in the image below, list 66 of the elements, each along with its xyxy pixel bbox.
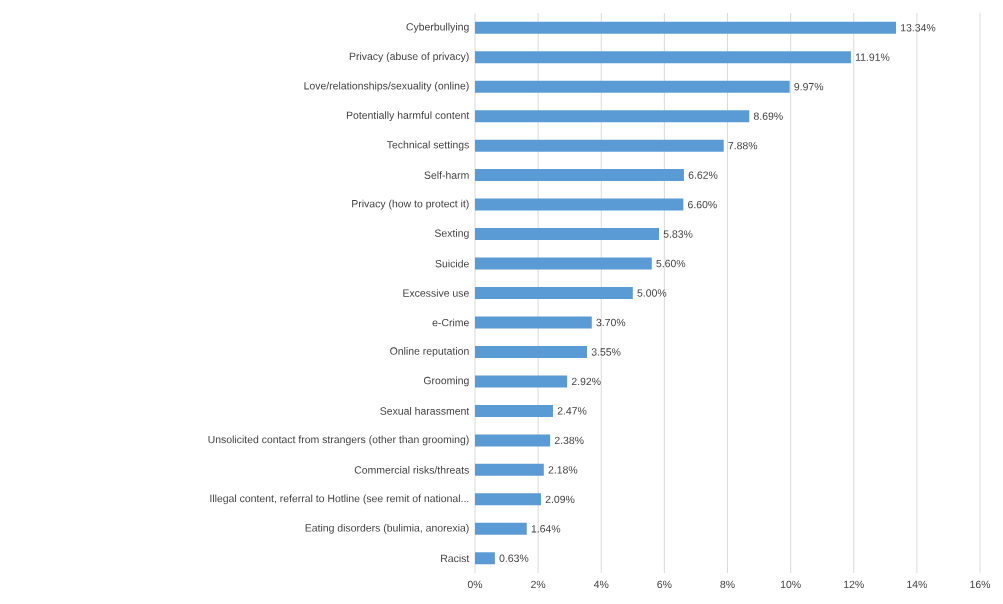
data-label: 1.64%: [531, 525, 561, 533]
data-label: 11.91%: [855, 53, 890, 61]
bar: [475, 345, 588, 358]
y-tick-label: Unsolicited contact from strangers (other than grooming): [208, 435, 469, 446]
x-tick-label: 8%: [720, 580, 735, 589]
y-tick-label: e-Crime: [432, 318, 469, 327]
data-label: 3.55%: [591, 348, 621, 356]
x-tick-label: 4%: [593, 580, 609, 589]
y-tick-label: Illegal content, referral to Hotline (see remit of national...: [210, 494, 469, 505]
y-tick-label: Sexting: [434, 229, 469, 239]
data-label: 2.18%: [548, 466, 578, 474]
y-tick-label: Privacy (how to protect it): [352, 199, 469, 210]
bar: [475, 169, 684, 182]
y-tick-label: Suicide: [435, 259, 469, 268]
y-tick-label: Self-harm: [424, 171, 469, 179]
x-tick-label: 12%: [844, 580, 864, 589]
bar: [475, 316, 592, 329]
y-tick-label: Potentially harmful content: [346, 111, 470, 122]
bar: [475, 228, 660, 241]
bar: [475, 434, 551, 447]
y-tick-label: Racist: [441, 554, 470, 563]
x-tick-label: 0%: [467, 580, 483, 589]
y-tick-label: Sexual harassment: [380, 407, 470, 415]
data-label: 9.97%: [794, 82, 824, 91]
x-tick-label: 6%: [657, 580, 672, 589]
x-tick-label: 16%: [970, 580, 991, 589]
y-tick-label: Eating disorders (bulimia, anorexia): [305, 523, 469, 534]
x-tick-label: 10%: [780, 580, 801, 589]
data-label: 6.62%: [688, 171, 718, 179]
data-label: 8.69%: [753, 112, 783, 120]
y-tick-label: Grooming: [423, 376, 469, 387]
y-tick-label: Privacy (abuse of privacy): [349, 52, 469, 63]
data-label: 13.34%: [901, 24, 936, 32]
y-tick-label: Cyberbullying: [406, 22, 469, 33]
data-label: 2.09%: [545, 495, 575, 504]
data-label: 3.70%: [596, 318, 626, 327]
data-label: 2.38%: [554, 436, 584, 445]
data-label: 5.83%: [663, 230, 693, 238]
y-tick-label: Online reputation: [390, 347, 469, 357]
bar: [475, 375, 568, 388]
data-label: 5.00%: [637, 289, 667, 297]
bar: [475, 139, 724, 152]
data-label: 2.92%: [571, 377, 601, 386]
data-label: 0.63%: [499, 554, 529, 562]
bar: [475, 463, 544, 476]
data-label: 2.47%: [557, 407, 587, 415]
data-label: 5.60%: [656, 259, 686, 268]
data-label: 6.60%: [688, 200, 717, 209]
bar: [475, 51, 851, 64]
bar: [475, 552, 495, 565]
bar: [475, 287, 633, 299]
bar: [475, 198, 684, 211]
bar: [475, 404, 553, 417]
bar: [475, 493, 541, 506]
bar: [475, 21, 897, 34]
bar: [475, 110, 750, 123]
bar: [475, 257, 652, 270]
x-tick-label: 2%: [531, 580, 546, 589]
y-tick-label: Commercial risks/threats: [354, 466, 469, 474]
data-label: 7.88%: [728, 141, 758, 150]
bar: [475, 522, 527, 535]
y-tick-label: Technical settings: [386, 140, 469, 151]
y-tick-label: Excessive use: [403, 289, 469, 297]
bar: [475, 80, 790, 93]
y-tick-label: Love/relationships/sexuality (online): [304, 81, 469, 92]
x-tick-label: 14%: [907, 580, 927, 589]
